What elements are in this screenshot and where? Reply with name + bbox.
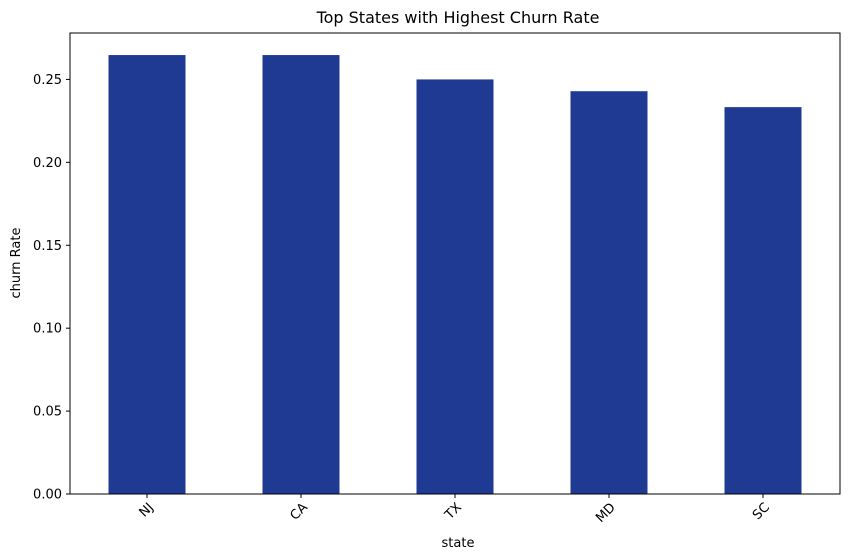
- plot-frame: [69, 32, 841, 495]
- y-tick-label: 0.10: [33, 322, 62, 337]
- bar-nj: [108, 55, 186, 495]
- x-tick-label: TX: [442, 500, 465, 523]
- y-tick-label: 0.00: [33, 488, 62, 503]
- bar-sc: [724, 107, 802, 494]
- bar-ca: [262, 55, 340, 495]
- bar-md: [570, 91, 648, 495]
- x-axis: NJ CA TX MD SC: [137, 494, 773, 526]
- chart-title: Top States with Highest Churn Rate: [316, 8, 600, 27]
- x-tick-label: NJ: [137, 500, 157, 520]
- y-axis-label: churn Rate: [9, 228, 24, 299]
- y-tick-label: 0.15: [33, 239, 62, 254]
- y-tick-label: 0.25: [33, 73, 62, 88]
- bars-group: [108, 55, 802, 495]
- x-tick-label: CA: [288, 500, 311, 523]
- x-axis-label: state: [442, 536, 475, 551]
- y-tick-label: 0.20: [33, 156, 62, 171]
- y-axis: 0.00 0.05 0.10 0.15 0.20 0.25: [33, 73, 70, 503]
- x-tick-label: MD: [593, 500, 619, 526]
- x-tick-label: SC: [750, 500, 773, 523]
- bar-tx: [416, 79, 494, 495]
- y-tick-label: 0.05: [33, 405, 62, 420]
